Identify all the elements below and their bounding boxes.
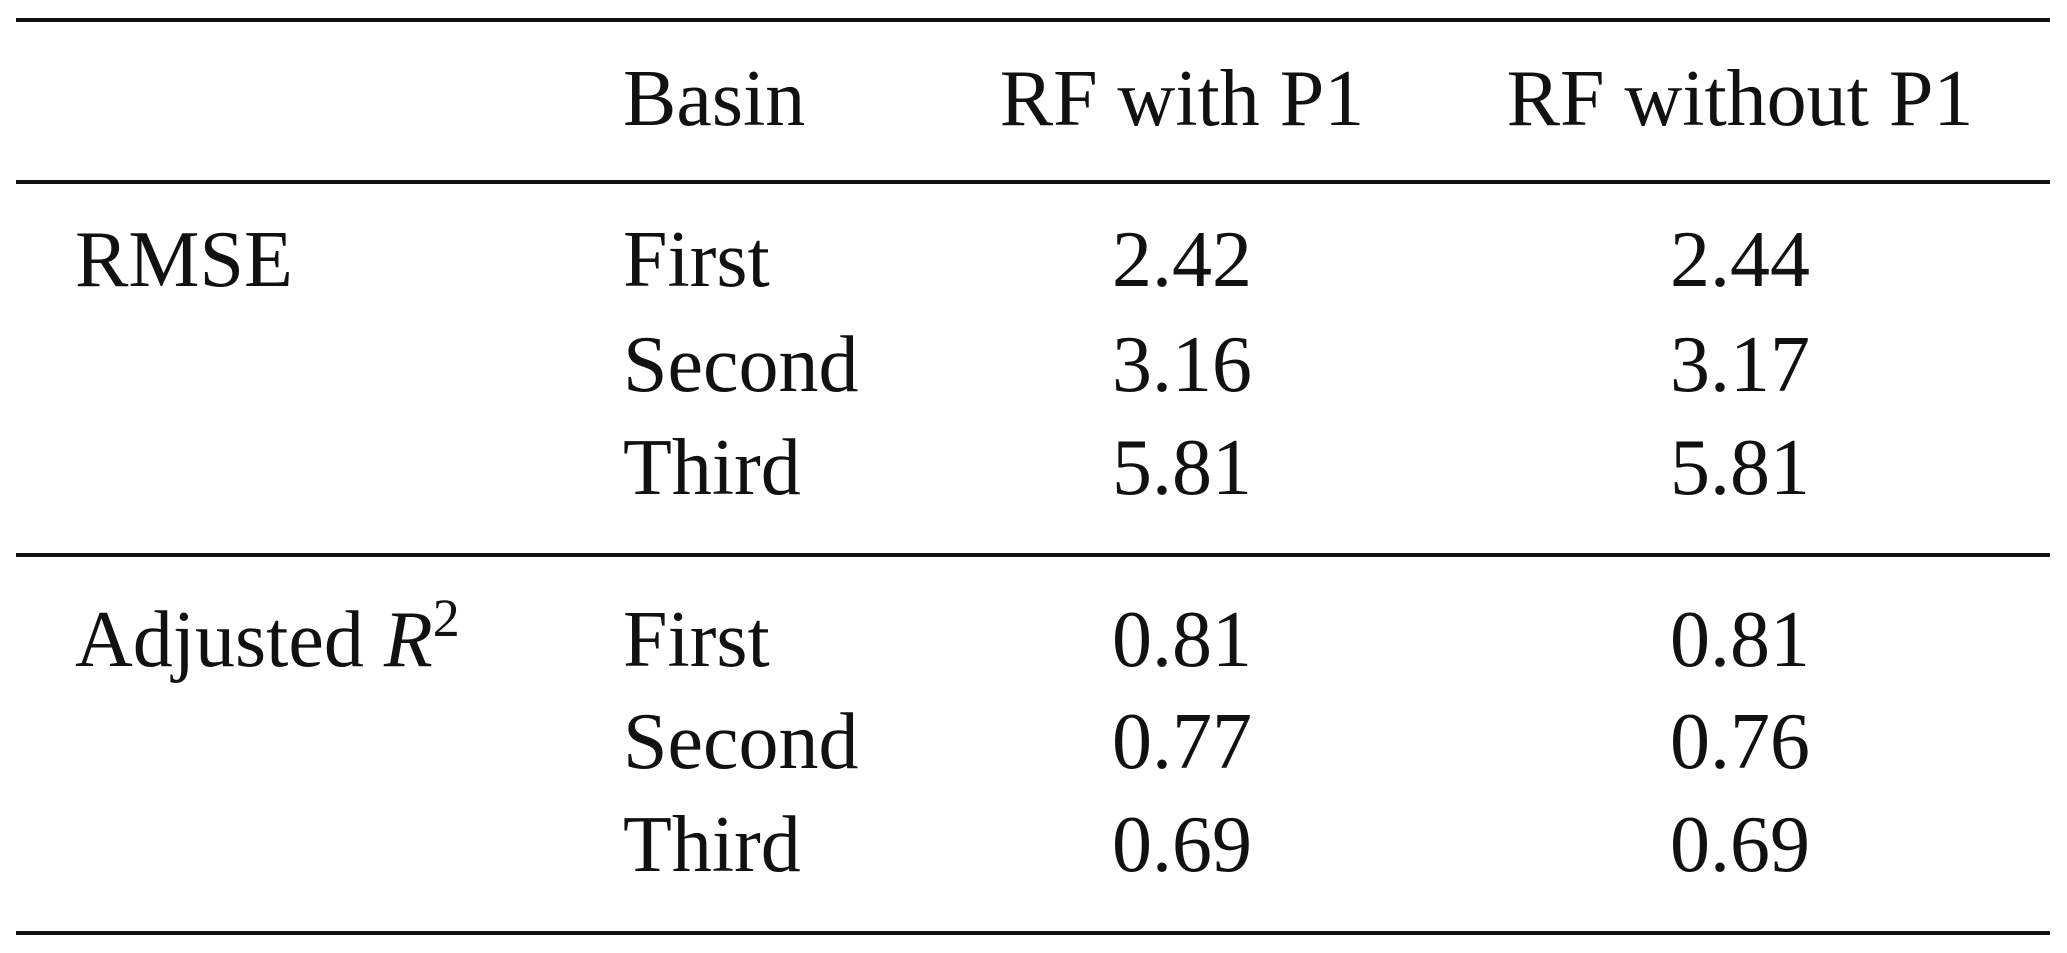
basin-cell: Second [623,321,859,409]
value-cell: 3.16 [1112,321,1252,409]
column-header: RF without P1 [1507,55,1974,143]
basin-cell: First [623,216,770,304]
value-cell: 0.76 [1670,698,1810,786]
group-label: RMSE [75,216,293,304]
value-cell: 0.77 [1112,698,1252,786]
value-cell: 5.81 [1112,424,1252,512]
basin-cell: Second [623,698,859,786]
group-label-symbol: R [383,596,433,684]
basin-cell: First [623,596,770,684]
value-cell: 0.81 [1112,596,1252,684]
basin-cell: Third [623,424,801,512]
value-cell: 0.81 [1670,596,1810,684]
value-cell: 5.81 [1670,424,1810,512]
basin-cell: Third [623,801,801,889]
group-label-text: RMSE [75,216,293,304]
group-label: Adjusted R2 [75,588,460,684]
value-cell: 2.42 [1112,216,1252,304]
column-header: RF with P1 [1000,55,1365,143]
value-cell: 0.69 [1112,801,1252,889]
value-cell: 3.17 [1670,321,1810,409]
value-cell: 0.69 [1670,801,1810,889]
group-label-text: Adjusted [75,596,364,684]
column-header: Basin [623,55,805,143]
group-label-superscript: 2 [433,588,460,648]
value-cell: 2.44 [1670,216,1810,304]
